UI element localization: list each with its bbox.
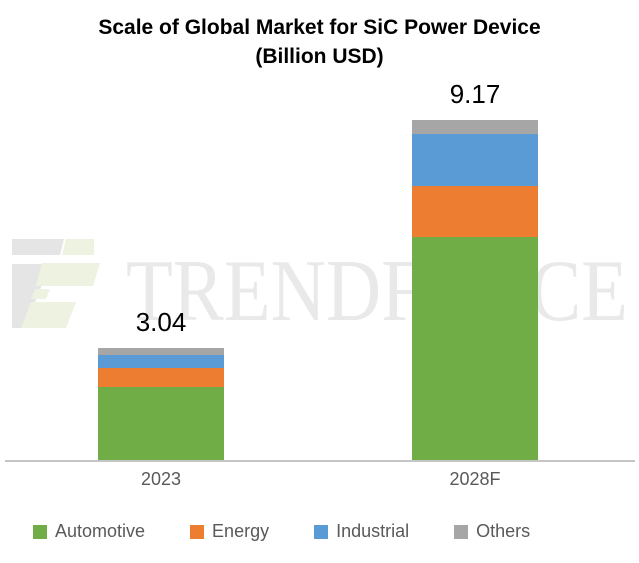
- automotive-swatch-icon: [33, 524, 47, 539]
- legend-label-industrial: Industrial: [336, 521, 410, 541]
- segment-industrial-2023: [98, 355, 224, 369]
- chart-title-line1: Scale of Global Market for SiC Power Dev…: [98, 16, 541, 39]
- stacked-bar-2023: [98, 347, 224, 461]
- trendforce-watermark-text: TRENDFORCE: [126, 243, 628, 340]
- legend-item-automotive: Automotive: [33, 521, 145, 542]
- legend-item-others: Others: [454, 521, 530, 542]
- plot-area: 3.04 9.17: [98, 78, 538, 461]
- legend-item-industrial: Industrial: [314, 521, 409, 542]
- legend-label-energy: Energy: [212, 521, 270, 541]
- segment-industrial-2028f: [412, 133, 538, 187]
- chart-title: Scale of Global Market for SiC Power Dev…: [0, 13, 639, 71]
- legend-item-energy: Energy: [190, 521, 269, 542]
- segment-energy-2028f: [412, 186, 538, 238]
- legend-label-others: Others: [476, 521, 531, 541]
- segment-energy-2023: [98, 368, 224, 387]
- industrial-swatch-icon: [314, 524, 329, 539]
- total-value-label-2023: 3.04: [135, 306, 187, 337]
- segment-automotive-2023: [98, 386, 224, 461]
- energy-swatch-icon: [190, 524, 205, 539]
- x-axis-line: [5, 460, 635, 462]
- total-value-label-2028f: 9.17: [449, 78, 501, 109]
- tick-label-0: 2023: [140, 469, 182, 489]
- stacked-bar-2028f: [412, 119, 538, 461]
- segment-automotive-2028f: [412, 237, 538, 461]
- segment-others-2028f: [412, 119, 538, 134]
- tick-label-1: 2028F: [449, 469, 501, 489]
- trendforce-logo-icon: [12, 239, 100, 328]
- others-swatch-icon: [454, 524, 469, 539]
- legend-label-automotive: Automotive: [55, 521, 146, 541]
- segment-others-2023: [98, 347, 224, 355]
- chart-title-line2: (Billion USD): [255, 45, 384, 68]
- legend: Automotive Energy Industrial Others: [33, 521, 530, 542]
